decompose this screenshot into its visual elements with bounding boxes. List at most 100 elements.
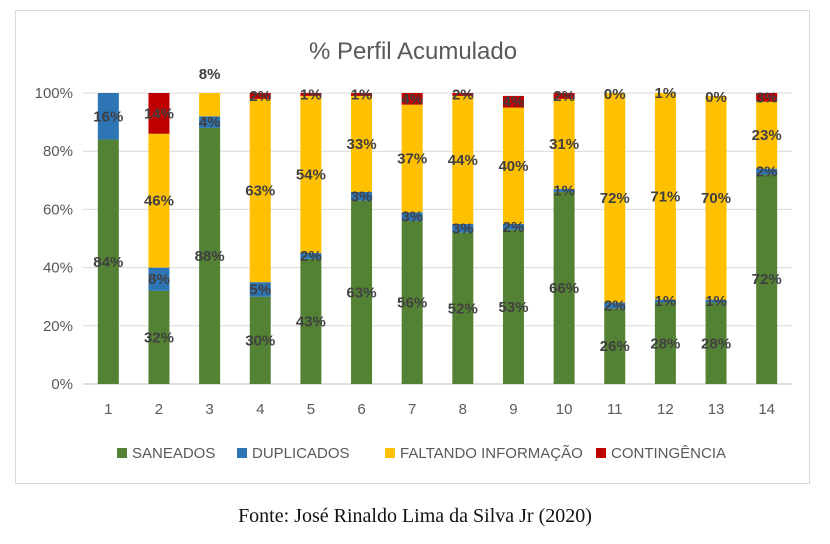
x-tick-label: 8 (459, 401, 467, 418)
bar-segment-faltando-informa-o-9 (502, 107, 524, 224)
data-label: 56% (397, 295, 427, 312)
y-tick-label: 0% (51, 376, 73, 393)
data-label: 33% (347, 136, 377, 153)
legend-label: SANEADOS (132, 445, 215, 462)
data-label: 30% (245, 332, 275, 349)
x-tick-label: 14 (758, 401, 775, 418)
data-label: 3% (452, 220, 474, 237)
data-label: 2% (452, 86, 474, 103)
data-label: 40% (498, 158, 528, 175)
data-label: 1% (705, 293, 727, 310)
bar-segment-conting-ncia-4 (249, 93, 271, 99)
y-tick-label: 100% (35, 85, 73, 102)
legend-swatch (117, 448, 127, 458)
bar-segment-duplicados-7 (401, 212, 423, 222)
bar-segment-faltando-informa-o-2 (148, 133, 170, 268)
bar-segment-saneados-2 (148, 290, 170, 384)
data-label: 37% (397, 150, 427, 167)
x-tick-label: 7 (408, 401, 416, 418)
bar-segment-duplicados-3 (199, 116, 221, 128)
bar-segment-faltando-informa-o-4 (249, 98, 271, 283)
bar-segment-saneados-9 (502, 229, 524, 384)
bar-segment-saneados-5 (300, 258, 322, 384)
data-label: 66% (549, 280, 579, 297)
data-label: 71% (650, 188, 680, 205)
bar-segment-duplicados-5 (300, 253, 322, 259)
bar-segment-saneados-1 (97, 139, 119, 384)
data-label: 1% (655, 85, 677, 102)
data-label: 31% (549, 136, 579, 153)
data-label: 0% (604, 86, 626, 103)
data-label: 32% (144, 329, 174, 346)
bar-segment-faltando-informa-o-11 (604, 93, 626, 303)
data-label: 3% (351, 188, 373, 205)
bar-segment-faltando-informa-o-10 (553, 98, 575, 190)
data-label: 0% (705, 89, 727, 106)
data-label: 46% (144, 193, 174, 210)
data-label: 1% (655, 293, 677, 310)
figure-caption: Fonte: José Rinaldo Lima da Silva Jr (20… (238, 505, 592, 527)
bar-segment-conting-ncia-8 (452, 93, 474, 96)
data-label: 70% (701, 190, 731, 207)
bar-segment-faltando-informa-o-14 (756, 101, 778, 169)
bar-segment-conting-ncia-9 (502, 95, 524, 108)
legend-label: FALTANDO INFORMAÇÃO (400, 445, 583, 462)
bar-segment-saneados-10 (553, 191, 575, 384)
bar-segment-duplicados-11 (604, 302, 626, 309)
bar-segment-conting-ncia-7 (401, 93, 423, 105)
bar-segment-saneados-4 (249, 296, 271, 384)
x-axis-ticks: 1 2 3 4 5 6 7 8 9 10 11 12 13 14 (104, 401, 775, 418)
x-tick-label: 13 (708, 401, 725, 418)
bar-segment-faltando-informa-o-6 (351, 95, 373, 192)
data-label: 8% (148, 271, 170, 288)
data-label: 1% (553, 182, 575, 199)
data-label: 4% (401, 91, 423, 108)
bar-segment-duplicados-14 (756, 168, 778, 175)
data-label: 43% (296, 313, 326, 330)
legend: SANEADOS DUPLICADOS FALTANDO INFORMAÇÃO CON… (117, 445, 726, 462)
data-label: 3% (756, 89, 778, 106)
bar-segment-saneados-8 (452, 232, 474, 384)
data-label: 2% (604, 297, 626, 314)
bar-segment-conting-ncia-6 (351, 93, 373, 96)
data-label: 16% (93, 108, 123, 125)
data-label: 4% (199, 114, 221, 131)
x-tick-label: 9 (509, 401, 517, 418)
legend-swatch (385, 448, 395, 458)
data-label: 52% (448, 300, 478, 317)
data-label: 88% (195, 248, 225, 265)
y-tick-label: 40% (43, 260, 73, 277)
bar-segment-duplicados-1 (97, 93, 119, 140)
bar-segment-duplicados-8 (452, 223, 474, 233)
data-label: 72% (752, 271, 782, 288)
y-tick-label: 80% (43, 143, 73, 160)
data-label: 53% (498, 299, 528, 316)
data-label: 54% (296, 166, 326, 183)
data-label: 23% (752, 127, 782, 144)
bar-segment-duplicados-2 (148, 267, 170, 291)
chart-frame: % Perfil Acumulado 0% 20% 40% 60% 80% 100% 84… (15, 10, 810, 484)
x-tick-label: 6 (357, 401, 365, 418)
legend-swatch (596, 448, 606, 458)
data-label: 84% (93, 254, 123, 271)
x-tick-label: 12 (657, 401, 674, 418)
data-label: 4% (503, 94, 525, 111)
bar-segment-conting-ncia-14 (756, 93, 778, 102)
data-label: 2% (249, 88, 271, 105)
x-tick-label: 2 (155, 401, 163, 418)
legend-label: CONTINGÊNCIA (611, 445, 726, 462)
data-label: 26% (600, 338, 630, 355)
data-label: 2% (553, 88, 575, 105)
data-label: 63% (347, 284, 377, 301)
bars (97, 93, 778, 385)
bar-segment-duplicados-10 (553, 189, 575, 192)
y-axis-ticks: 0% 20% 40% 60% 80% 100% (35, 85, 73, 393)
bar-segment-faltando-informa-o-7 (401, 104, 423, 213)
data-label: 2% (300, 248, 322, 265)
x-tick-label: 1 (104, 401, 112, 418)
bar-segment-faltando-informa-o-5 (300, 95, 322, 254)
bar-segment-faltando-informa-o-13 (705, 95, 727, 300)
bar-segment-saneados-14 (756, 174, 778, 384)
data-label: 63% (245, 182, 275, 199)
data-label: 3% (401, 209, 423, 226)
